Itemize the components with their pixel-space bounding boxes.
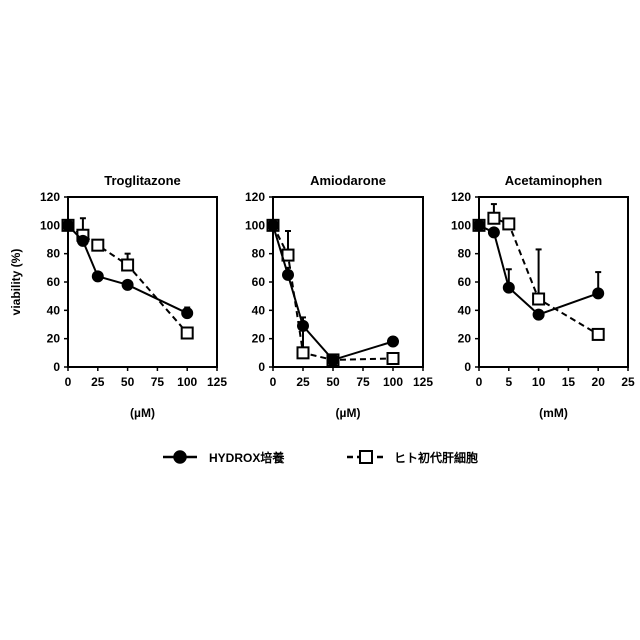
x-axis-label: (µM) (130, 406, 155, 420)
y-tick-label: 100 (40, 218, 60, 232)
legend-primary-marker (360, 451, 372, 463)
legend-entry-hydrox: HYDROX培養 (163, 450, 284, 465)
y-tick-label: 20 (252, 332, 266, 346)
data-point-primary (122, 260, 133, 271)
data-point-primary (298, 347, 309, 358)
y-tick-label: 100 (245, 218, 265, 232)
x-tick-label: 75 (151, 375, 165, 389)
x-tick-label: 100 (177, 375, 197, 389)
plot-frame (273, 197, 423, 367)
plot-frame (479, 197, 628, 367)
chart-panel-0: Troglitazone 0 20 40 60 80 100 120 0 25 50 75 100 125… (9, 173, 227, 420)
y-tick-label: 20 (458, 332, 472, 346)
y-tick-label: 0 (53, 360, 60, 374)
x-tick-label: 10 (532, 375, 546, 389)
data-point-hydrox (488, 227, 499, 238)
x-tick-label: 0 (476, 375, 483, 389)
x-tick-label: 50 (326, 375, 340, 389)
chart-title: Amiodarone (310, 173, 386, 188)
data-point-primary (92, 240, 103, 251)
data-point-hydrox (388, 336, 399, 347)
y-tick-label: 80 (252, 247, 266, 261)
legend: HYDROX培養 ヒト初代肝細胞 (163, 450, 478, 465)
series-primary-hepatocytes (268, 220, 399, 366)
chart-panel-2: Acetaminophen 0 20 40 60 80 100 120 0 5 10 15 20 25 (m… (451, 173, 635, 420)
x-tick-label: 125 (413, 375, 433, 389)
y-tick-label: 60 (47, 275, 61, 289)
y-tick-label: 120 (245, 190, 265, 204)
x-tick-label: 5 (505, 375, 512, 389)
y-tick-label: 80 (47, 247, 61, 261)
y-tick-label: 40 (252, 303, 266, 317)
series-line-hydrox (273, 225, 393, 360)
x-tick-label: 0 (270, 375, 277, 389)
x-tick-label: 15 (562, 375, 576, 389)
x-tick-label: 125 (207, 375, 227, 389)
y-tick-label: 0 (258, 360, 265, 374)
x-tick-label: 50 (121, 375, 135, 389)
legend-primary-label: ヒト初代肝細胞 (394, 450, 478, 465)
series-line-primary (273, 225, 393, 360)
x-tick-label: 75 (356, 375, 370, 389)
y-tick-label: 60 (252, 275, 266, 289)
chart-panels: Troglitazone0204060801001200255075100125… (9, 173, 635, 420)
data-point-hydrox (593, 288, 604, 299)
data-point-primary (488, 213, 499, 224)
x-tick-label: 25 (91, 375, 105, 389)
legend-entry-primary-hepatocytes: ヒト初代肝細胞 (347, 450, 478, 465)
data-point-hydrox (63, 220, 74, 231)
x-tick-label: 0 (65, 375, 72, 389)
y-tick-label: 100 (451, 218, 471, 232)
chart-panel-1: Amiodarone 0 20 40 60 80 100 120 0 25 50 75 100 125 (µ… (245, 173, 433, 420)
data-point-hydrox (268, 220, 279, 231)
x-tick-label: 100 (383, 375, 403, 389)
data-point-hydrox (474, 220, 485, 231)
data-point-hydrox (533, 309, 544, 320)
y-tick-label: 120 (40, 190, 60, 204)
y-tick-label: 120 (451, 190, 471, 204)
y-tick-label: 40 (458, 303, 472, 317)
data-point-hydrox (283, 269, 294, 280)
data-point-hydrox (92, 271, 103, 282)
x-axis-label: (mM) (539, 406, 568, 420)
data-point-hydrox (77, 235, 88, 246)
x-tick-label: 25 (296, 375, 310, 389)
x-tick-label: 20 (592, 375, 606, 389)
y-tick-label: 0 (464, 360, 471, 374)
legend-hydrox-marker (174, 451, 186, 463)
data-point-primary (533, 294, 544, 305)
x-axis-label: (µM) (336, 406, 361, 420)
chart-title: Acetaminophen (505, 173, 603, 188)
data-point-hydrox (298, 320, 309, 331)
y-tick-label: 80 (458, 247, 472, 261)
data-point-hydrox (182, 308, 193, 319)
y-axis-label: viability (%) (9, 249, 23, 316)
data-point-primary (388, 353, 399, 364)
x-tick-label: 25 (621, 375, 635, 389)
data-point-hydrox (503, 282, 514, 293)
legend-hydrox-label: HYDROX培養 (209, 450, 284, 465)
y-tick-label: 40 (47, 303, 61, 317)
y-tick-label: 60 (458, 275, 472, 289)
data-point-primary (503, 218, 514, 229)
chart-title: Troglitazone (104, 173, 181, 188)
data-point-primary (182, 328, 193, 339)
data-point-hydrox (328, 354, 339, 365)
y-tick-label: 20 (47, 332, 61, 346)
data-point-hydrox (122, 279, 133, 290)
data-point-primary (593, 329, 604, 340)
